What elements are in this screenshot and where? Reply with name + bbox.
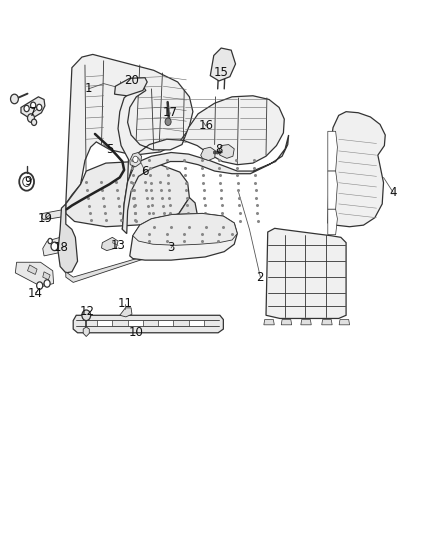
Polygon shape: [118, 86, 284, 229]
Polygon shape: [66, 237, 195, 282]
Text: 12: 12: [80, 305, 95, 318]
Polygon shape: [328, 171, 337, 209]
Circle shape: [130, 81, 138, 92]
Text: 7: 7: [29, 106, 36, 119]
Text: 8: 8: [215, 143, 223, 156]
Text: 1: 1: [85, 83, 92, 95]
Text: 6: 6: [141, 165, 149, 177]
Text: 10: 10: [129, 326, 144, 340]
Polygon shape: [42, 210, 64, 220]
Polygon shape: [130, 152, 141, 167]
Polygon shape: [102, 237, 118, 251]
Circle shape: [133, 156, 138, 163]
Circle shape: [51, 242, 58, 251]
Text: 3: 3: [167, 241, 175, 254]
Circle shape: [216, 151, 219, 154]
Circle shape: [82, 310, 91, 320]
Text: 18: 18: [54, 241, 69, 254]
Circle shape: [31, 102, 36, 109]
Polygon shape: [281, 319, 292, 325]
Text: 13: 13: [110, 239, 125, 252]
Polygon shape: [43, 272, 50, 280]
Polygon shape: [201, 147, 215, 160]
Bar: [127, 319, 143, 326]
Circle shape: [32, 119, 37, 125]
Polygon shape: [197, 119, 208, 133]
Polygon shape: [218, 144, 234, 158]
Polygon shape: [264, 319, 274, 325]
Text: 19: 19: [37, 212, 53, 225]
Polygon shape: [122, 135, 289, 233]
Polygon shape: [266, 228, 346, 318]
Polygon shape: [115, 78, 147, 96]
Polygon shape: [66, 161, 189, 227]
Circle shape: [11, 94, 18, 104]
Circle shape: [37, 282, 43, 289]
Polygon shape: [339, 319, 350, 325]
Polygon shape: [133, 214, 237, 245]
Circle shape: [213, 151, 216, 154]
Polygon shape: [328, 112, 385, 227]
Polygon shape: [328, 209, 337, 235]
Polygon shape: [322, 319, 332, 325]
Polygon shape: [83, 327, 89, 336]
Text: 15: 15: [214, 67, 229, 79]
Circle shape: [44, 280, 50, 287]
Text: 11: 11: [118, 297, 133, 310]
Circle shape: [165, 118, 171, 125]
Text: 20: 20: [124, 75, 139, 87]
Circle shape: [219, 151, 221, 154]
Text: 4: 4: [389, 186, 397, 199]
Polygon shape: [15, 262, 53, 287]
Circle shape: [28, 114, 35, 122]
Bar: [97, 319, 113, 326]
Text: 2: 2: [257, 271, 264, 284]
Polygon shape: [130, 214, 237, 260]
Text: 17: 17: [163, 106, 178, 119]
Polygon shape: [179, 198, 198, 245]
Polygon shape: [28, 265, 37, 274]
Text: 14: 14: [28, 287, 43, 300]
Polygon shape: [120, 308, 132, 317]
Bar: [188, 319, 204, 326]
Text: 5: 5: [106, 143, 114, 156]
Text: 16: 16: [198, 119, 213, 133]
Bar: [158, 319, 173, 326]
Circle shape: [24, 106, 29, 112]
Polygon shape: [73, 316, 223, 333]
Polygon shape: [301, 319, 311, 325]
Polygon shape: [21, 97, 45, 119]
Polygon shape: [210, 48, 236, 81]
Circle shape: [48, 238, 52, 244]
Polygon shape: [66, 54, 193, 204]
Polygon shape: [43, 236, 73, 256]
Polygon shape: [328, 131, 337, 171]
Circle shape: [37, 104, 42, 111]
Polygon shape: [58, 204, 78, 273]
Text: 9: 9: [24, 175, 31, 188]
